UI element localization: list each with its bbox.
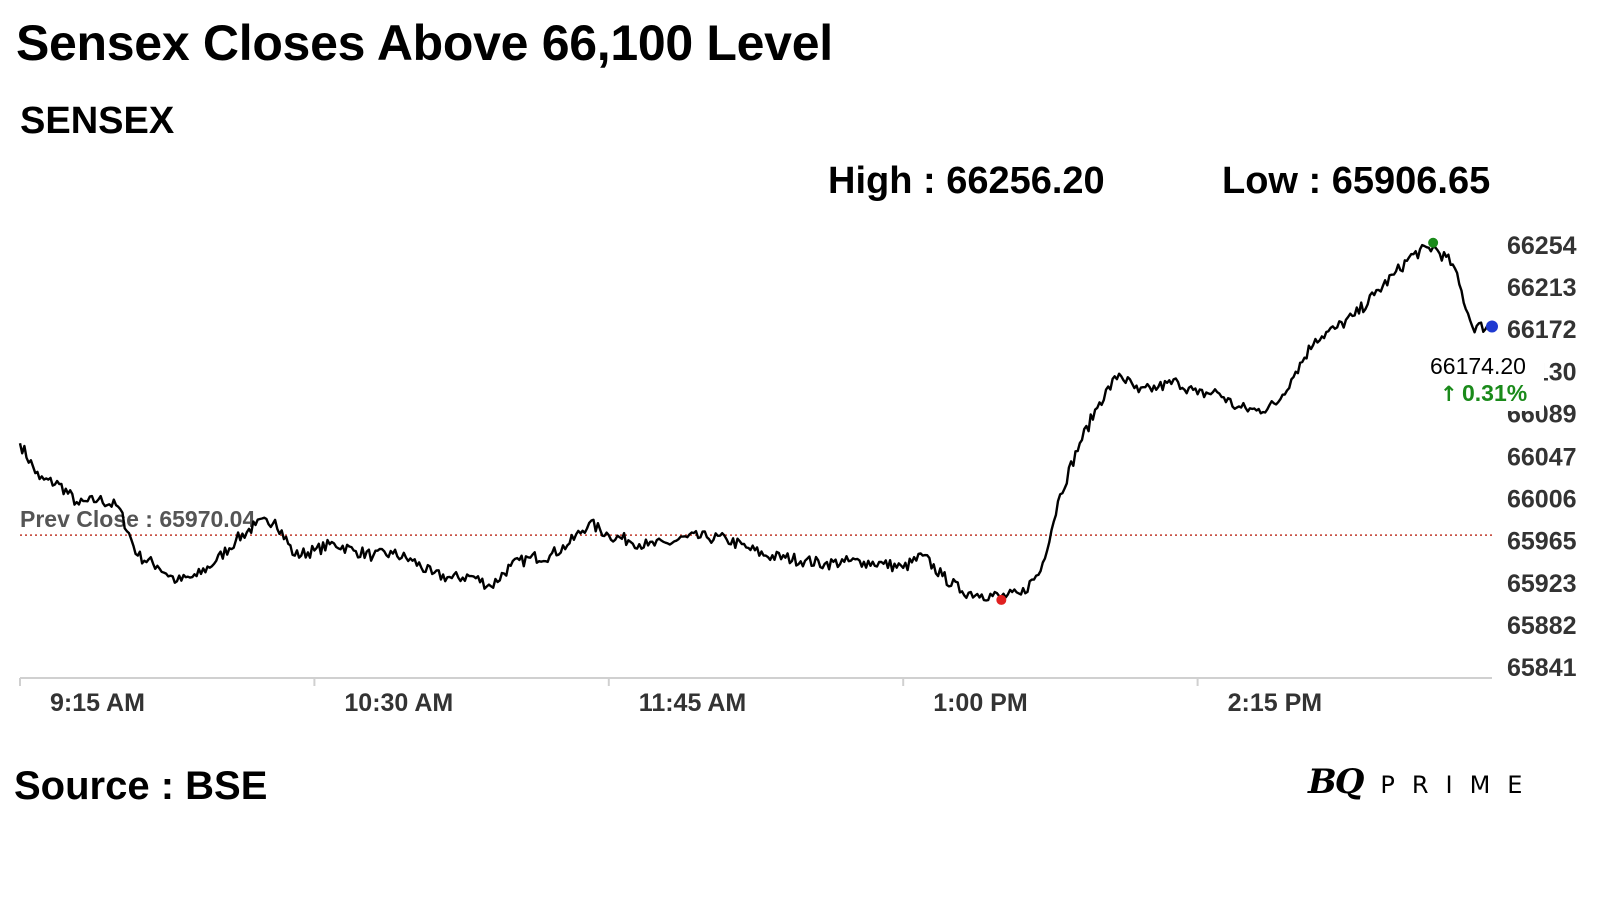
y-tick-label: 66006 (1507, 485, 1577, 513)
index-name: SENSEX (20, 100, 175, 142)
x-tick-label: 9:15 AM (50, 689, 145, 717)
chart-title: Sensex Closes Above 66,100 Level (16, 15, 833, 71)
logo-word: PRIME (1380, 771, 1540, 799)
source-label: Source : BSE (14, 764, 268, 808)
y-tick-label: 65923 (1507, 570, 1577, 598)
y-tick-label: 66047 (1507, 444, 1577, 472)
y-tick-label: 66254 (1507, 232, 1577, 260)
bq-prime-logo: BQ PRIME (1308, 762, 1539, 802)
high-marker (1428, 237, 1439, 248)
sensex-price-line (18, 243, 1493, 602)
day-high-label: High : 66256.20 (828, 160, 1105, 202)
x-tick-label: 11:45 AM (639, 689, 746, 717)
change-percent-label: 0.31% (1462, 380, 1527, 406)
day-low-label: Low : 65906.65 (1222, 160, 1491, 202)
last-price-label: 66174.20 (1430, 353, 1526, 379)
x-tick-label: 1:00 PM (933, 689, 1027, 717)
y-tick-label: 66213 (1507, 274, 1577, 302)
y-tick-label: 66172 (1507, 316, 1577, 344)
x-axis: 9:15 AM 10:30 AM 11:45 AM 1:00 PM 2:15 PM (19, 677, 1492, 717)
y-axis: 6625466213661726613066089660476600665965… (1507, 232, 1577, 682)
logo-mark: BQ (1308, 762, 1364, 802)
x-tick-label: 10:30 AM (344, 689, 453, 717)
y-tick-label: 65841 (1507, 654, 1577, 682)
x-tick-label: 2:15 PM (1228, 689, 1322, 717)
last-price-label-background (1426, 349, 1544, 411)
y-tick-label: 65882 (1507, 612, 1577, 640)
change-up-arrow-icon: ↑ (1440, 382, 1458, 406)
low-marker (996, 594, 1007, 605)
y-tick-label: 65965 (1507, 527, 1577, 555)
last-price-marker (1486, 320, 1498, 333)
prev-close-label: Prev Close : 65970.04 (20, 506, 255, 532)
